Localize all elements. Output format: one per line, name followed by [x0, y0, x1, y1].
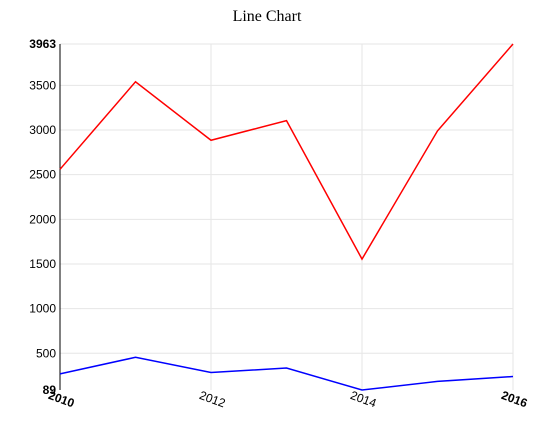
y-tick-label: 1500	[29, 257, 56, 271]
x-axis-tick-labels: 2010 2012 2014 2016	[46, 388, 529, 410]
x-tick-label: 2010	[46, 388, 76, 410]
y-axis-tick-labels: 89 500 1000 1500 2000 2500 3000 3500 3963	[29, 37, 56, 397]
y-tick-label: 1000	[29, 302, 56, 316]
chart-title: Line Chart	[233, 8, 302, 25]
y-tick-label: 3500	[29, 78, 56, 92]
y-tick-label: 500	[36, 346, 56, 360]
y-tick-label: 3000	[29, 123, 56, 137]
series-line-2	[59, 356, 514, 391]
series-line-1	[59, 43, 514, 261]
y-tick-label: 89	[43, 383, 57, 397]
y-tick-label: 3963	[29, 37, 56, 51]
series-lines	[59, 43, 514, 391]
x-tick-label: 2016	[499, 388, 529, 410]
x-tick-label: 2012	[197, 388, 227, 410]
y-tick-label: 2500	[29, 168, 56, 182]
y-tick-label: 2000	[29, 212, 56, 226]
x-tick-label: 2014	[348, 388, 378, 410]
grid-lines	[60, 43, 514, 390]
